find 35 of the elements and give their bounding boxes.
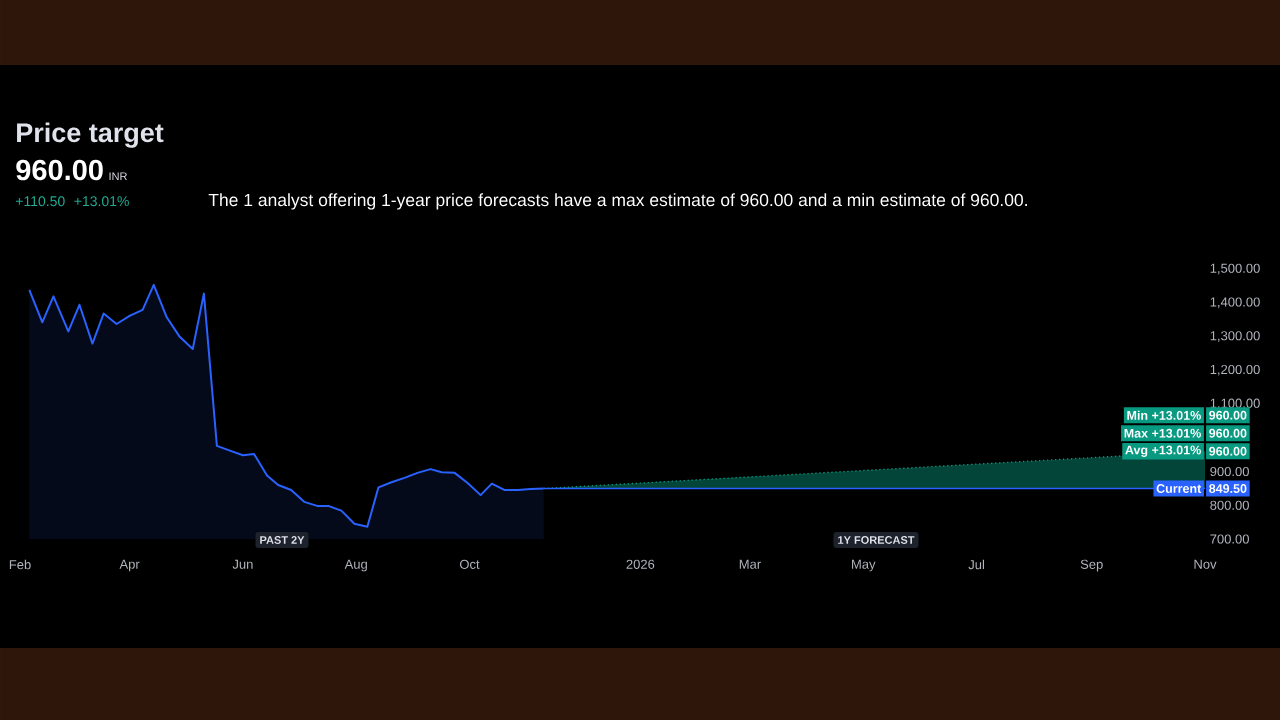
- y-tick-label: 1,500.00: [1210, 263, 1260, 275]
- x-tick-label: Nov: [1194, 559, 1217, 569]
- text: 960.00: [16, 159, 103, 181]
- annotation: Current: [1156, 484, 1202, 493]
- annotation: PAST 2Y: [260, 536, 305, 544]
- x-tick-label: Mar: [739, 559, 761, 569]
- annotation: 849.50: [1209, 484, 1247, 493]
- text: +110.50: [15, 196, 65, 207]
- text: The 1 analyst offering 1-year price forecasts have a max estimate of 960.00 and a min estimate of 960.00.: [208, 193, 1027, 210]
- x-tick-label: Jun: [232, 559, 253, 569]
- y-tick-label: 700.00: [1210, 534, 1249, 544]
- x-tick-label: May: [852, 559, 876, 572]
- annotation: Min +13.01%: [1127, 410, 1201, 420]
- x-tick-label: Oct: [459, 559, 480, 569]
- annotation: 960.00: [1209, 446, 1247, 456]
- y-tick-label: 800.00: [1210, 500, 1249, 510]
- x-tick-label: Apr: [119, 559, 140, 572]
- x-tick-label: Jul: [968, 559, 984, 570]
- y-tick-label: 1,400.00: [1210, 297, 1260, 309]
- x-tick-label: Feb: [9, 559, 31, 570]
- annotation: 1Y FORECAST: [838, 536, 915, 544]
- text: INR: [109, 172, 127, 180]
- annotation: 960.00: [1209, 410, 1247, 420]
- y-tick-label: 1,300.00: [1210, 331, 1260, 342]
- chart-title: Price target: [17, 122, 164, 148]
- x-tick-label: Sep: [1080, 559, 1103, 572]
- annotation: Max +13.01%: [1124, 428, 1201, 438]
- y-tick-label: 1,200.00: [1210, 364, 1260, 376]
- y-tick-label: 900.00: [1210, 466, 1249, 477]
- y-tick-label: 1,100.00: [1210, 398, 1260, 410]
- annotation: Avg +13.01%: [1125, 445, 1201, 457]
- x-tick-label: 2026: [626, 559, 655, 569]
- x-tick-label: Aug: [344, 559, 367, 572]
- annotation: 960.00: [1209, 428, 1247, 438]
- text: +13.01%: [74, 196, 129, 207]
